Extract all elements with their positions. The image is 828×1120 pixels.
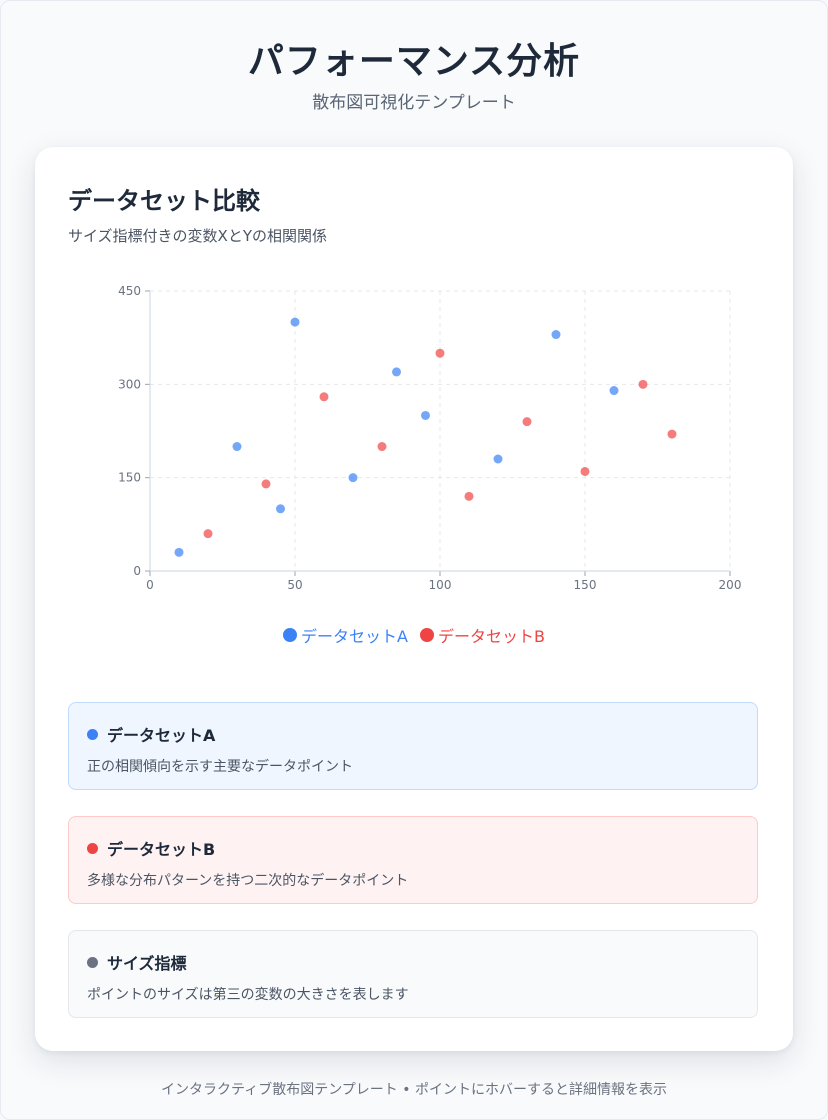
data-point-a	[232, 442, 242, 452]
info-heading-size: サイズ指標	[87, 950, 187, 974]
data-point-b	[261, 479, 271, 489]
info-title-size: サイズ指標	[107, 954, 187, 973]
info-box-dataset-a: データセットA 正の相関傾向を示す主要なデータポイント	[68, 702, 758, 790]
x-tick-label: 100	[429, 578, 452, 592]
info-desc-b: 多様な分布パターンを持つ二次的なデータポイント	[87, 873, 409, 889]
page-subtitle: 散布図可視化テンプレート	[312, 93, 516, 113]
info-title-a: データセットA	[107, 726, 216, 745]
data-point-b	[203, 529, 213, 539]
y-tick-label: 450	[118, 284, 141, 298]
page-title: パフォーマンス分析	[247, 41, 581, 82]
legend-label-b: データセットB	[437, 627, 545, 646]
data-point-b	[522, 417, 532, 427]
legend-item-b[interactable]: データセットB	[419, 623, 545, 647]
chart-axes: 0 150 300 450 0 50 100 150 200	[118, 284, 741, 592]
data-point-a	[392, 367, 401, 377]
y-tick-label: 150	[118, 471, 141, 485]
x-tick-label: 50	[287, 578, 302, 592]
data-point-a	[276, 504, 285, 514]
chart-card: データセット比較 サイズ指標付きの変数XとYの相関関係 0 150 300 450 0 5…	[35, 147, 793, 1051]
info-box-size-metric: サイズ指標 ポイントのサイズは第三の変数の大きさを表します	[68, 930, 758, 1018]
info-dot-b	[87, 842, 98, 854]
y-tick-label: 0	[133, 564, 141, 578]
data-point-a	[421, 410, 430, 420]
info-desc-size: ポイントのサイズは第三の変数の大きさを表します	[87, 987, 409, 1003]
data-point-b	[667, 429, 677, 439]
info-box-dataset-b: データセットB 多様な分布パターンを持つ二次的なデータポイント	[68, 816, 758, 904]
x-tick-label: 150	[574, 578, 597, 592]
data-point-b	[435, 348, 445, 358]
x-tick-label: 0	[146, 578, 154, 592]
card-title: データセット比較	[68, 187, 260, 215]
data-point-a	[493, 454, 503, 464]
info-desc-a: 正の相関傾向を示す主要なデータポイント	[87, 759, 353, 775]
info-heading-b: データセットB	[87, 836, 215, 860]
data-point-a	[290, 317, 300, 327]
info-dot-a	[87, 728, 98, 740]
x-tick-label: 200	[719, 578, 742, 592]
chart-points	[174, 317, 677, 557]
legend-label-a: データセットA	[301, 627, 408, 646]
scatter-chart: 0 150 300 450 0 50 100 150 200	[118, 284, 741, 592]
info-dot-size	[87, 956, 98, 968]
chart-legend: データセットA データセットB	[35, 623, 793, 647]
data-point-a	[609, 386, 619, 396]
data-point-b	[377, 442, 387, 452]
data-point-b	[638, 379, 648, 389]
info-heading-a: データセットA	[87, 722, 215, 746]
data-point-b	[464, 491, 474, 501]
legend-dot-b	[419, 628, 434, 642]
data-point-b	[319, 392, 329, 402]
data-point-a	[174, 547, 184, 557]
chart-grid	[150, 290, 731, 571]
data-point-b	[580, 466, 590, 476]
info-title-b: データセットB	[107, 840, 216, 859]
legend-item-a[interactable]: データセットA	[283, 623, 408, 647]
legend-dot-a	[283, 628, 298, 642]
data-point-a	[551, 330, 561, 340]
data-point-a	[348, 473, 358, 483]
card-subtitle: サイズ指標付きの変数XとYの相関関係	[68, 227, 327, 245]
y-tick-label: 300	[118, 377, 141, 391]
footer-text: インタラクティブ散布図テンプレート • ポイントにホバーすると詳細情報を表示	[161, 1082, 667, 1098]
